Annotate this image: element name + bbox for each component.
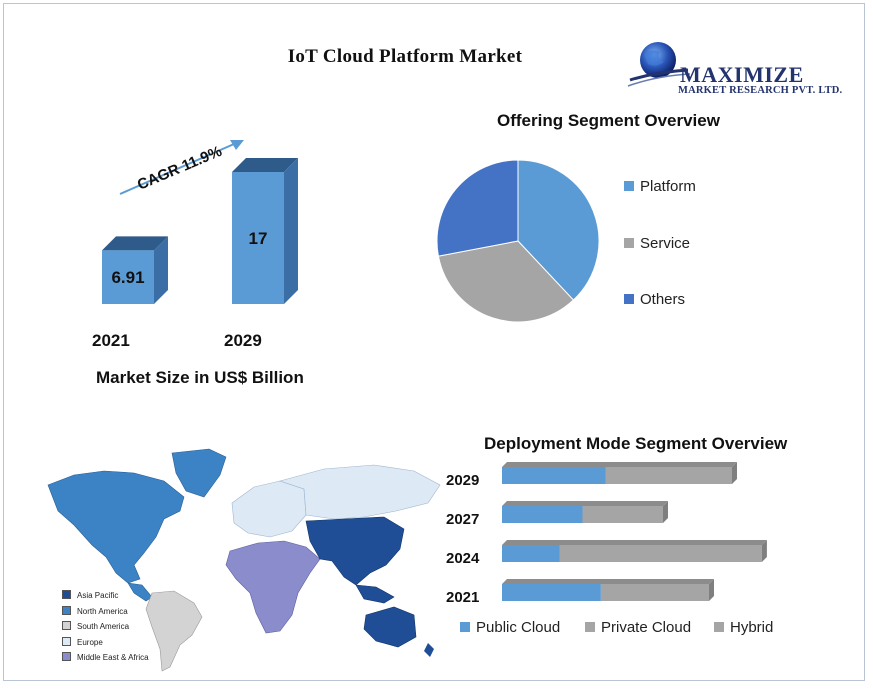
hbar-2027-public-cloud: [502, 506, 583, 523]
map-legend-south-america-label: South America: [77, 622, 130, 631]
legend-platform: Platform: [624, 178, 696, 195]
logo-subtitle: MARKET RESEARCH PVT. LTD.: [678, 85, 843, 96]
legend-service-label: Service: [640, 235, 691, 252]
pie-slice-service: [437, 240, 575, 323]
legend-hybrid-label: Hybrid: [730, 619, 774, 636]
legend-private-label: Private Cloud: [601, 619, 692, 636]
market-size-caption: Market Size in US$ Billion: [96, 368, 304, 387]
hbar-year-2024: 2024: [446, 550, 480, 567]
hbar-2027-private-cloud: [582, 506, 663, 523]
map-north-america: [47, 470, 185, 584]
hbar-top-2029: [502, 462, 737, 467]
map-legend-north-america-label: North America: [77, 606, 128, 616]
pie-slice-others: [436, 159, 519, 257]
legend-public-cloud: Public Cloud: [460, 619, 560, 636]
cagr-arrowhead: [230, 140, 244, 150]
map-legend-north-america: North America: [62, 605, 149, 622]
infographic-frame: [3, 3, 865, 681]
market-size-chart: 6.91 17 CAGR 11.9%: [102, 140, 298, 304]
hbar-top-2024: [502, 540, 767, 545]
map-legend-asia-pacific: Asia Pacific: [62, 590, 149, 606]
bar-top-2021: [102, 236, 168, 251]
cagr-arrow: [119, 143, 235, 195]
legend-swatch-public: [460, 622, 470, 632]
legend-swatch-others: [624, 294, 634, 304]
map-south-america: [145, 590, 203, 672]
legend-public-label: Public Cloud: [476, 619, 561, 636]
offering-title: Offering Segment Overview: [497, 111, 720, 130]
logo-name: MAXIMIZE: [680, 62, 804, 87]
legend-others-label: Others: [640, 291, 686, 308]
hbar-year-2029: 2029: [446, 472, 480, 489]
bar-side-2029: [284, 158, 298, 304]
map-asia-pacific: [305, 516, 405, 586]
hbar-2029-public-cloud: [502, 467, 606, 484]
hbar-top-2021: [502, 579, 714, 584]
page-title: IoT Cloud Platform Market: [287, 46, 523, 67]
hbar-end-2029: [732, 462, 737, 484]
hbar-2024-public-cloud: [502, 545, 560, 562]
bar-side-2021: [154, 236, 168, 304]
bar-value-label-2029: 17: [249, 229, 268, 248]
hbar-2029-private-cloud: [605, 467, 732, 484]
bar-value-label-2021: 6.91: [111, 268, 144, 287]
legend-hybrid: Hybrid: [714, 619, 773, 636]
map-north-asia: [278, 464, 441, 520]
hbar-year-2027: 2027: [446, 511, 480, 528]
legend-swatch-hybrid: [714, 622, 724, 632]
cagr-label: CAGR 11.9%: [135, 143, 225, 194]
bar-2021: [102, 250, 154, 304]
legend-swatch-private: [585, 622, 595, 632]
map-greenland: [171, 448, 227, 498]
hbar-2021-private-cloud: [600, 584, 709, 601]
map-new-zealand: [424, 643, 434, 657]
bar-2029: [232, 172, 284, 304]
map-legend-europe: Europe: [62, 636, 149, 653]
legend-platform-label: Platform: [640, 178, 696, 195]
world-map: [47, 448, 441, 672]
offering-pie-chart: [436, 159, 600, 323]
legend-service: Service: [624, 235, 690, 252]
legend-others: Others: [624, 291, 685, 308]
legend-swatch-platform: [624, 181, 634, 191]
map-australia: [363, 606, 417, 648]
legend-swatch-service: [624, 238, 634, 248]
deployment-title: Deployment Mode Segment Overview: [484, 434, 788, 453]
map-central-america: [127, 582, 153, 602]
map-europe: [231, 480, 307, 538]
deployment-bar-chart: [502, 462, 767, 601]
x-tick-2021: 2021: [92, 331, 130, 350]
bar-top-2029: [232, 158, 298, 172]
map-middle-east-africa: [225, 540, 321, 634]
hbar-end-2027: [663, 501, 668, 523]
map-legend-asia-pacific-label: Asia Pacific: [77, 591, 119, 600]
hbar-end-2021: [709, 579, 714, 601]
map-legend-south-america: South America: [62, 621, 149, 637]
x-tick-2029: 2029: [224, 331, 262, 350]
pie-slice-platform: [517, 159, 600, 301]
hbar-year-2021: 2021: [446, 589, 480, 606]
map-legend-mea: Middle East & Africa: [62, 652, 149, 668]
hbar-top-2027: [502, 501, 668, 506]
globe-icon: [627, 42, 691, 87]
map-southeast-asia: [355, 584, 395, 604]
map-legend-europe-label: Europe: [77, 637, 103, 647]
map-legend-mea-label: Middle East & Africa: [77, 653, 149, 662]
legend-private-cloud: Private Cloud: [585, 619, 691, 636]
hbar-end-2024: [761, 540, 767, 562]
map-legend: Asia Pacific North America South America…: [62, 590, 149, 668]
hbar-2021-public-cloud: [502, 584, 601, 601]
hbar-2024-private-cloud: [559, 545, 762, 562]
